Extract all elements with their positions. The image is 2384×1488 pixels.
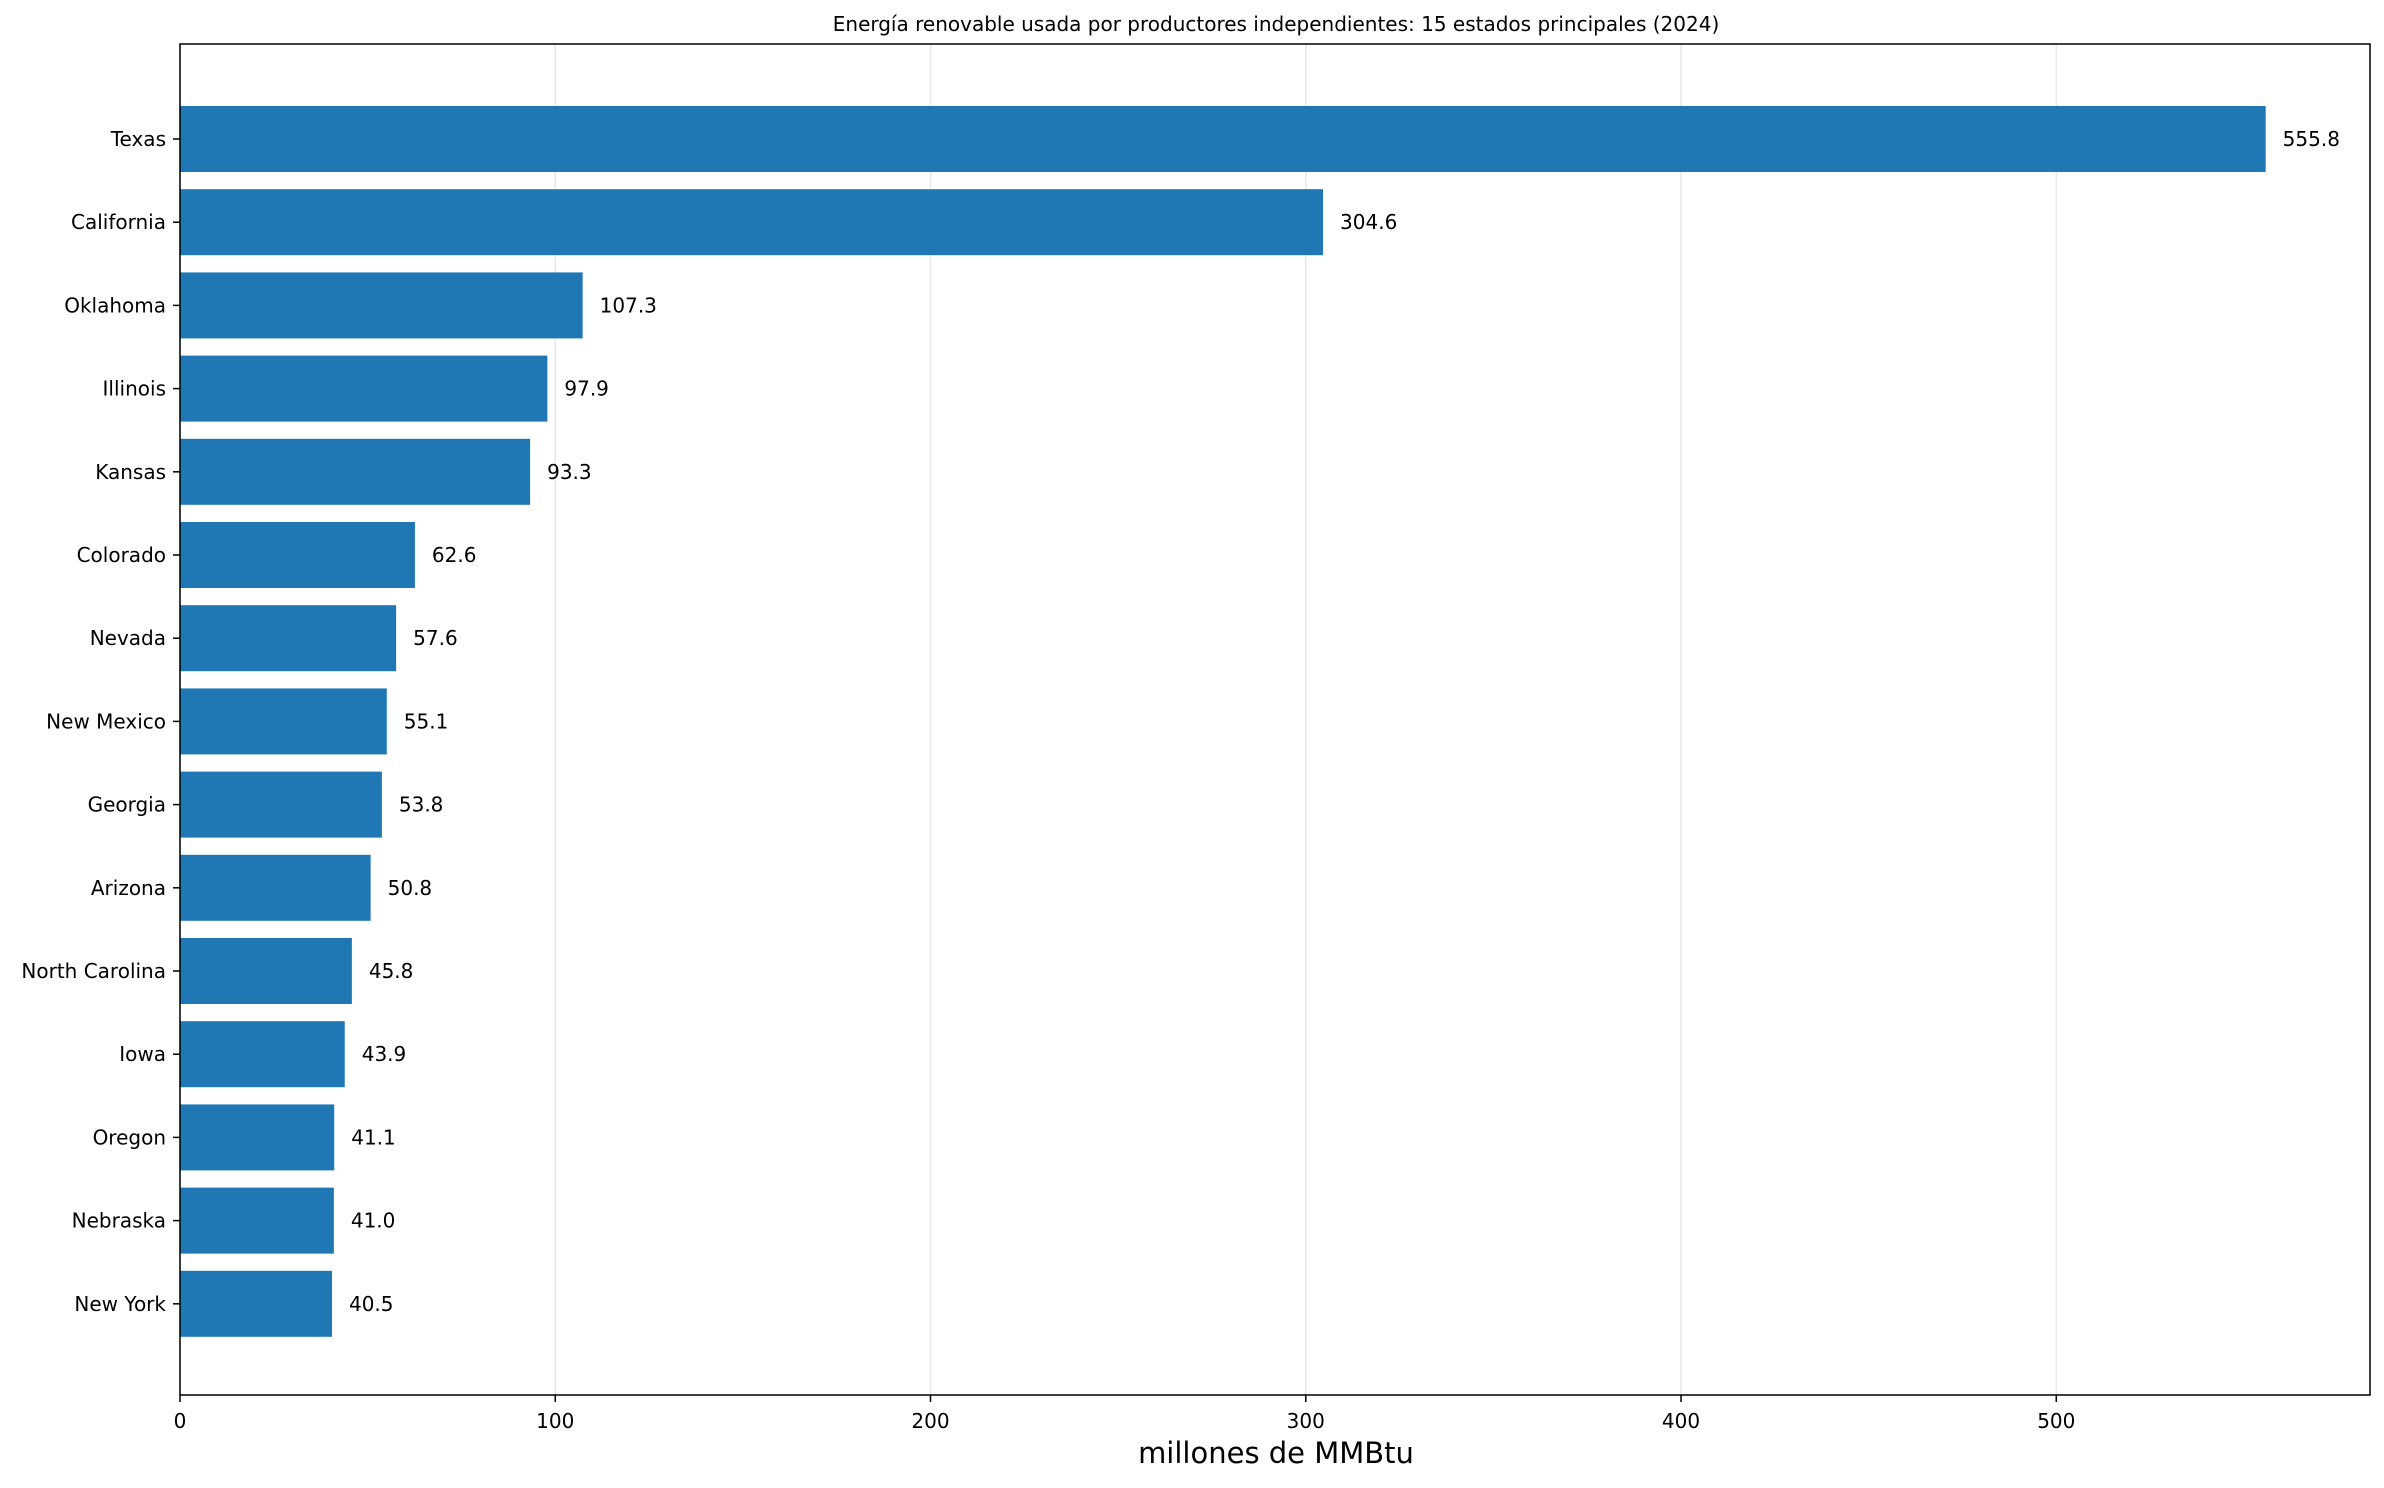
category-label: Georgia bbox=[88, 793, 166, 817]
value-label: 62.6 bbox=[432, 543, 477, 567]
bar bbox=[180, 938, 352, 1004]
bar bbox=[180, 1104, 335, 1171]
x-axis-label: millones de MMBtu bbox=[1138, 1436, 1414, 1470]
bar bbox=[180, 1021, 345, 1088]
value-label: 41.1 bbox=[351, 1125, 396, 1149]
bar bbox=[180, 272, 583, 339]
category-label: California bbox=[71, 210, 166, 234]
value-label: 45.8 bbox=[369, 959, 414, 983]
value-label: 53.8 bbox=[399, 793, 444, 817]
category-label: Nebraska bbox=[72, 1209, 166, 1233]
bar bbox=[180, 522, 415, 588]
bar bbox=[180, 1270, 332, 1337]
bar bbox=[180, 355, 548, 422]
x-tick-label: 100 bbox=[536, 1409, 574, 1433]
x-axis-ticks: 0 100 200 300 400 500 bbox=[174, 1395, 2075, 1433]
value-label: 50.8 bbox=[388, 876, 433, 900]
value-label: 97.9 bbox=[564, 377, 609, 401]
value-label: 93.3 bbox=[547, 460, 592, 484]
category-label: Oregon bbox=[93, 1125, 166, 1149]
value-label: 43.9 bbox=[362, 1042, 407, 1066]
bars bbox=[180, 106, 2266, 1337]
category-label: Colorado bbox=[77, 543, 166, 567]
bar bbox=[180, 854, 371, 921]
value-label: 40.5 bbox=[349, 1292, 394, 1316]
category-labels: Texas California Oklahoma Illinois Kansas Col… bbox=[21, 127, 180, 1316]
category-label: Iowa bbox=[119, 1042, 166, 1066]
category-label: Oklahoma bbox=[64, 293, 166, 317]
bar bbox=[180, 1187, 334, 1254]
value-label: 57.6 bbox=[413, 626, 458, 650]
category-label: New Mexico bbox=[46, 709, 166, 733]
bar bbox=[180, 605, 397, 672]
bar bbox=[180, 189, 1324, 256]
value-label: 555.8 bbox=[2283, 127, 2340, 151]
category-label: Kansas bbox=[95, 460, 166, 484]
x-tick-label: 0 bbox=[174, 1409, 187, 1433]
x-tick-label: 400 bbox=[1662, 1409, 1700, 1433]
category-label: Illinois bbox=[103, 377, 166, 401]
category-label: Arizona bbox=[91, 876, 166, 900]
x-tick-label: 200 bbox=[911, 1409, 949, 1433]
value-label: 55.1 bbox=[404, 709, 449, 733]
category-label: Texas bbox=[110, 127, 166, 151]
bar bbox=[180, 106, 2266, 172]
x-tick-label: 300 bbox=[1287, 1409, 1325, 1433]
category-label: New York bbox=[74, 1292, 166, 1316]
value-labels: 555.8 304.6 107.3 97.9 93.3 62.6 57.6 55.1 53.8 5… bbox=[349, 127, 2340, 1316]
value-label: 107.3 bbox=[600, 293, 657, 317]
x-tick-label: 500 bbox=[2037, 1409, 2075, 1433]
chart-title: Energía renovable usada por productores … bbox=[833, 12, 1720, 36]
category-label: Nevada bbox=[90, 626, 166, 650]
value-label: 304.6 bbox=[1340, 210, 1397, 234]
plot-frame bbox=[179, 43, 2371, 1396]
value-label: 41.0 bbox=[351, 1209, 396, 1233]
bar bbox=[180, 688, 387, 755]
bar bbox=[180, 438, 531, 505]
category-label: North Carolina bbox=[21, 959, 166, 983]
bar bbox=[180, 771, 382, 838]
